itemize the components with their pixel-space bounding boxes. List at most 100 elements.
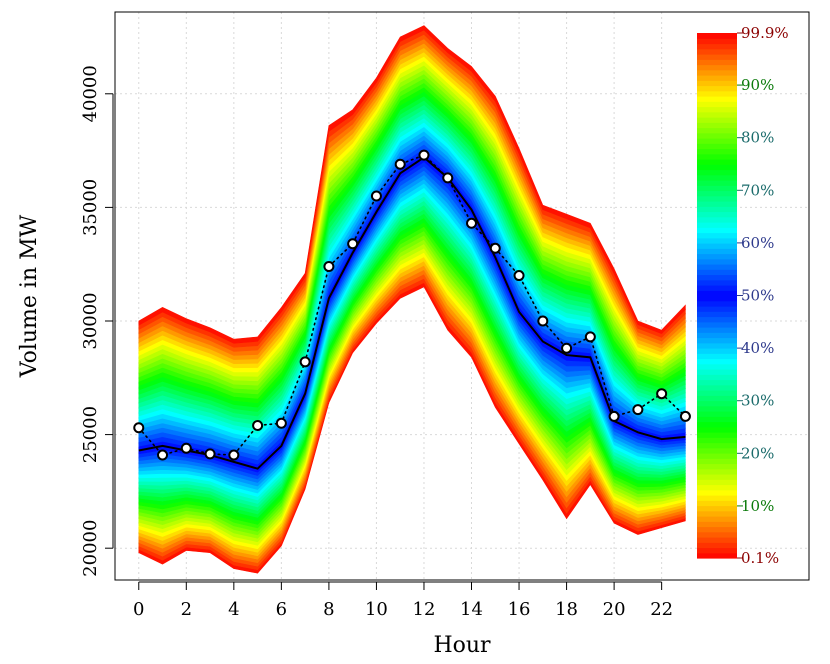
- x-tick-label: 10: [365, 599, 388, 620]
- series-point: [204, 448, 216, 460]
- colorbar-segment: [697, 521, 737, 528]
- series-point: [679, 410, 691, 422]
- colorbar-segment: [697, 531, 737, 538]
- x-tick-label: 16: [508, 599, 531, 620]
- colorbar-segment: [697, 222, 737, 228]
- colorbar-segment: [697, 316, 737, 323]
- colorbar-segment: [697, 75, 737, 81]
- colorbar-segment: [697, 38, 737, 45]
- colorbar-segment: [697, 54, 737, 60]
- colorbar-segment: [697, 195, 737, 202]
- colorbar-segment: [697, 306, 737, 312]
- colorbar-segment: [697, 216, 737, 223]
- series-point: [561, 342, 573, 354]
- colorbar-label: 10%: [741, 497, 774, 515]
- colorbar-segment: [697, 337, 737, 344]
- colorbar-label: 50%: [741, 287, 774, 305]
- colorbar-segment: [697, 353, 737, 360]
- colorbar-segment: [697, 232, 737, 239]
- colorbar-segment: [697, 510, 737, 517]
- colorbar-segment: [697, 489, 737, 496]
- colorbar-segment: [697, 542, 737, 549]
- colorbar-segment: [697, 500, 737, 507]
- quantile-bands: [138, 25, 686, 574]
- colorbar-segment: [697, 101, 737, 108]
- colorbar-segment: [697, 437, 737, 444]
- colorbar-segment: [697, 363, 737, 370]
- colorbar-segment: [697, 122, 737, 129]
- colorbar-segment: [697, 405, 737, 412]
- colorbar-segment: [697, 495, 737, 501]
- x-tick-label: 2: [181, 599, 192, 620]
- colorbar-segment: [697, 64, 737, 71]
- colorbar-segment: [697, 384, 737, 391]
- series-point: [489, 242, 501, 254]
- colorbar-segment: [697, 258, 737, 265]
- colorbar-segment: [697, 201, 737, 207]
- colorbar-segment: [697, 295, 737, 302]
- colorbar-segment: [697, 164, 737, 171]
- colorbar-segment: [697, 321, 737, 328]
- colorbar-label: 99.9%: [741, 24, 789, 42]
- series-point: [513, 270, 525, 282]
- colorbar-segment: [697, 342, 737, 349]
- colorbar-segment: [697, 526, 737, 533]
- colorbar-segment: [697, 148, 737, 155]
- colorbar-label: 60%: [741, 234, 774, 252]
- series-point: [394, 158, 406, 170]
- y-tick-label: 40000: [80, 65, 101, 122]
- colorbar-segment: [697, 300, 737, 307]
- colorbar-segment: [697, 274, 737, 281]
- y-tick-label: 35000: [80, 179, 101, 236]
- colorbar-label: 90%: [741, 76, 774, 94]
- series-point: [252, 420, 264, 432]
- colorbar-segment: [697, 127, 737, 134]
- colorbar-segment: [697, 458, 737, 465]
- quantile-band: [138, 25, 686, 344]
- colorbar-segment: [697, 390, 737, 396]
- x-tick-label: 18: [555, 599, 578, 620]
- series-point: [133, 422, 145, 434]
- x-tick-label: 6: [276, 599, 287, 620]
- series-point: [180, 442, 192, 454]
- series-point: [323, 260, 335, 272]
- x-tick-label: 14: [460, 599, 483, 620]
- colorbar-segment: [697, 180, 737, 186]
- colorbar-segment: [697, 468, 737, 475]
- colorbar-segment: [697, 117, 737, 123]
- colorbar-segment: [697, 264, 737, 270]
- series-point: [632, 404, 644, 416]
- series-point: [157, 449, 169, 461]
- colorbar-segment: [697, 48, 737, 55]
- colorbar-segment: [697, 269, 737, 276]
- series-point: [442, 172, 454, 184]
- colorbar-segment: [697, 369, 737, 375]
- colorbar-segment: [697, 243, 737, 249]
- colorbar-segment: [697, 290, 737, 297]
- colorbar-segment: [697, 447, 737, 454]
- colorbar-segment: [697, 395, 737, 402]
- colorbar-segment: [697, 453, 737, 459]
- colorbar-label: 70%: [741, 181, 774, 199]
- series-point: [275, 417, 287, 429]
- series-point: [299, 356, 311, 368]
- colorbar-label: 40%: [741, 339, 774, 357]
- series-point: [466, 217, 478, 229]
- colorbar-label: 80%: [741, 129, 774, 147]
- colorbar-segment: [697, 426, 737, 433]
- colorbar-segment: [697, 90, 737, 97]
- y-tick-label: 30000: [80, 292, 101, 349]
- y-tick-label: 25000: [80, 406, 101, 463]
- colorbar-segment: [697, 185, 737, 192]
- colorbar-legend: 0.1% 10% 20% 30% 40% 50% 60% 70% 80% 90% 99.9%: [697, 24, 789, 567]
- colorbar-segment: [697, 169, 737, 176]
- x-tick-label: 20: [603, 599, 626, 620]
- series-point: [228, 449, 240, 461]
- colorbar-segment: [697, 332, 737, 339]
- series-point: [370, 190, 382, 202]
- colorbar-segment: [697, 479, 737, 486]
- colorbar-segment: [697, 279, 737, 286]
- colorbar-segment: [697, 159, 737, 165]
- colorbar-segment: [697, 206, 737, 213]
- colorbar-segment: [697, 59, 737, 66]
